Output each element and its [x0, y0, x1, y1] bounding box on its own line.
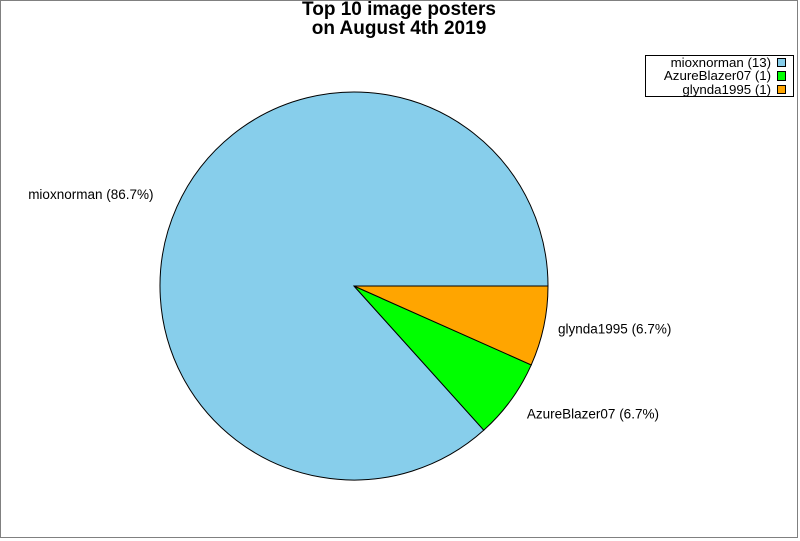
svg-text:glynda1995 (6.7%): glynda1995 (6.7%)	[558, 322, 671, 337]
svg-text:mioxnorman (86.7%): mioxnorman (86.7%)	[28, 187, 153, 202]
svg-text:AzureBlazer07 (6.7%): AzureBlazer07 (6.7%)	[527, 406, 659, 421]
